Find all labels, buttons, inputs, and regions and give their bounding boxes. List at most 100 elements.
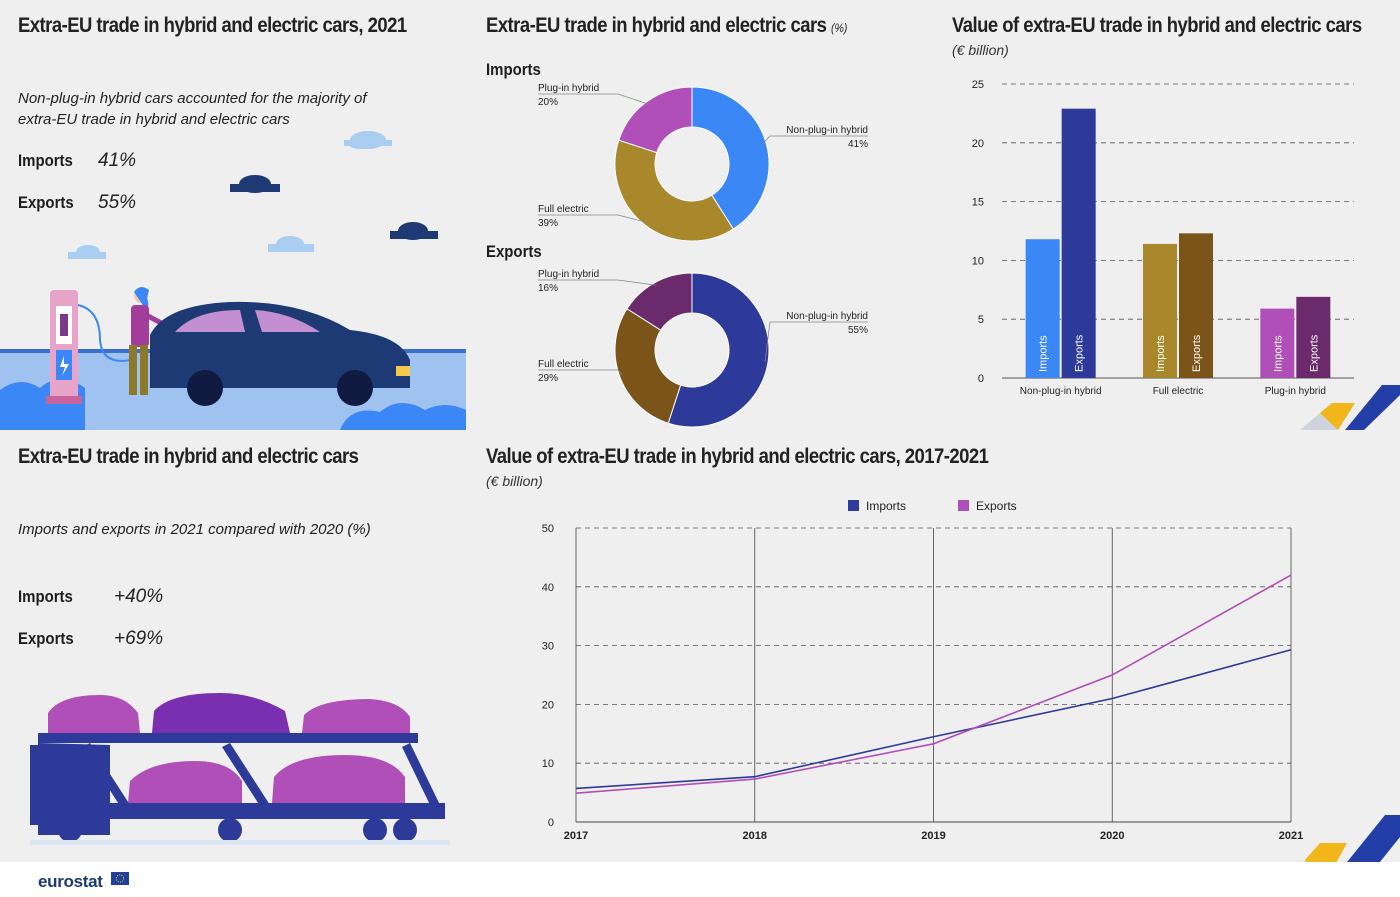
panel-timeseries: Value of extra-EU trade in hybrid and el…	[486, 445, 1186, 489]
car-icon	[152, 693, 290, 733]
car-icon	[302, 699, 410, 733]
bar-series-label: Imports	[1155, 335, 1167, 372]
bar-series-label: Exports	[1308, 334, 1320, 372]
panel2-title-text: Extra-EU trade in hybrid and electric ca…	[486, 14, 827, 37]
bar-category-label: Non-plug-in hybrid	[1020, 386, 1102, 397]
donut-category-label: Full electric	[538, 204, 589, 215]
cloud-icon	[230, 175, 280, 193]
bar-category-label: Plug-in hybrid	[1265, 386, 1326, 397]
panel5-unit: (€ billion)	[486, 473, 543, 489]
panel-2021-summary: Extra-EU trade in hybrid and electric ca…	[18, 14, 468, 214]
line-y-tick-label: 30	[542, 641, 554, 653]
bar	[1143, 243, 1177, 378]
bar-series-label: Imports	[1272, 335, 1284, 372]
donut-leader-line	[538, 214, 647, 223]
bar-series-label: Imports	[1038, 335, 1050, 372]
line-x-tick-label: 2018	[743, 830, 767, 842]
imports-donut-title: Imports	[486, 60, 541, 79]
line-x-tick-label: 2020	[1100, 830, 1124, 842]
donut-leader-line	[764, 321, 868, 362]
panel2-title: Extra-EU trade in hybrid and electric ca…	[486, 14, 873, 38]
panel5-title: Value of extra-EU trade in hybrid and el…	[486, 445, 989, 468]
line-y-tick-label: 20	[542, 699, 554, 711]
bar-series-label: Exports	[1074, 334, 1086, 372]
donut-slice	[667, 272, 770, 428]
panel3-title: Value of extra-EU trade in hybrid and el…	[952, 14, 1362, 37]
donut-value-label: 41%	[848, 139, 868, 150]
legend-label: Exports	[976, 499, 1017, 513]
panel1-imports-label: Imports	[18, 151, 73, 170]
donut-category-label: Plug-in hybrid	[538, 269, 599, 280]
panel1-exports-row: Exports 55%	[18, 192, 468, 214]
line-x-tick-label: 2021	[1279, 830, 1303, 842]
cloud-icon	[390, 222, 438, 240]
line-y-tick-label: 50	[542, 523, 554, 535]
bar-chart: 0 5 10 15 20 25 Imports Exports Non-plug-in hybr…	[972, 79, 1354, 397]
donut-slice	[626, 272, 693, 331]
line-y-tick-label: 10	[542, 758, 554, 770]
panel-change: Extra-EU trade in hybrid and electric ca…	[18, 445, 468, 650]
bar-y-tick-label: 5	[978, 314, 984, 326]
exports-donut-title: Exports	[486, 242, 542, 261]
bar	[1061, 108, 1096, 379]
donut-value-label: 55%	[848, 325, 868, 336]
panel1-imports-row: Imports 41%	[18, 150, 468, 172]
bar	[1260, 308, 1295, 378]
eurostat-logo: eurostat	[38, 872, 103, 891]
footer: eurostat	[0, 862, 1400, 897]
panel1-exports-value: 55%	[98, 192, 137, 213]
cloud-icon	[268, 236, 314, 252]
panel4-exports-value: +69%	[114, 628, 164, 649]
panel4-exports-row: Exports +69%	[18, 628, 468, 650]
panel4-exports-label: Exports	[18, 629, 74, 648]
donut-value-label: 20%	[538, 97, 558, 108]
line-x-tick-label: 2017	[564, 830, 588, 842]
ev-charging-illustration	[0, 131, 466, 430]
donut-category-label: Plug-in hybrid	[538, 83, 599, 94]
bar	[1025, 239, 1060, 378]
bar-y-tick-label: 0	[978, 373, 984, 385]
line-x-tick-label: 2019	[921, 830, 945, 842]
donut-slice	[691, 86, 770, 230]
car-icon	[128, 761, 242, 803]
donut-value-label: 29%	[538, 373, 558, 384]
donut-slice	[614, 308, 682, 424]
car-transporter-illustration	[30, 693, 450, 845]
car-icon	[48, 695, 140, 733]
bar-y-tick-label: 25	[972, 79, 984, 91]
donut-leader-line	[538, 369, 623, 376]
bar-category-label: Full electric	[1153, 386, 1204, 397]
bar-series-label: Exports	[1191, 334, 1203, 372]
legend-swatch	[958, 500, 969, 511]
bar	[1179, 233, 1213, 378]
donut-leader-line	[538, 279, 657, 286]
panel4-title: Extra-EU trade in hybrid and electric ca…	[18, 445, 359, 468]
donut-charts: Non-plug-in hybrid 41% Full electric 39% Plu…	[538, 83, 868, 428]
panel1-note: Non-plug-in hybrid cars accounted for th…	[18, 90, 367, 128]
panel4-imports-row: Imports +40%	[18, 586, 468, 608]
donut-value-label: 39%	[538, 218, 558, 229]
line-chart: 0 10 20 30 40 50 2017 2018 2019 2020 2021 Imports Ex…	[542, 499, 1303, 842]
panel-values-2021: Value of extra-EU trade in hybrid and el…	[952, 14, 1372, 58]
charging-station	[46, 290, 131, 404]
bar-y-tick-label: 15	[972, 197, 984, 209]
panel1-imports-value: 41%	[98, 150, 137, 171]
cloud-icon	[344, 131, 392, 149]
truck	[30, 733, 445, 842]
cloud-icon	[68, 245, 106, 259]
donut-leader-line	[762, 135, 868, 144]
line-y-tick-label: 0	[548, 817, 554, 829]
line-y-tick-label: 40	[542, 582, 554, 594]
legend-swatch	[848, 500, 859, 511]
donut-slice	[614, 139, 734, 242]
donut-category-label: Non-plug-in hybrid	[786, 125, 868, 136]
panel4-note: Imports and exports in 2021 compared wit…	[18, 521, 371, 538]
eu-flag-icon	[111, 872, 129, 885]
panel-shares: Extra-EU trade in hybrid and electric ca…	[486, 14, 926, 38]
bar-y-tick-label: 10	[972, 255, 984, 267]
bar-y-tick-label: 20	[972, 138, 984, 150]
donut-slice	[618, 86, 693, 154]
car-illustration	[150, 301, 410, 406]
panel4-imports-value: +40%	[114, 586, 164, 607]
panel3-unit: (€ billion)	[952, 42, 1009, 58]
